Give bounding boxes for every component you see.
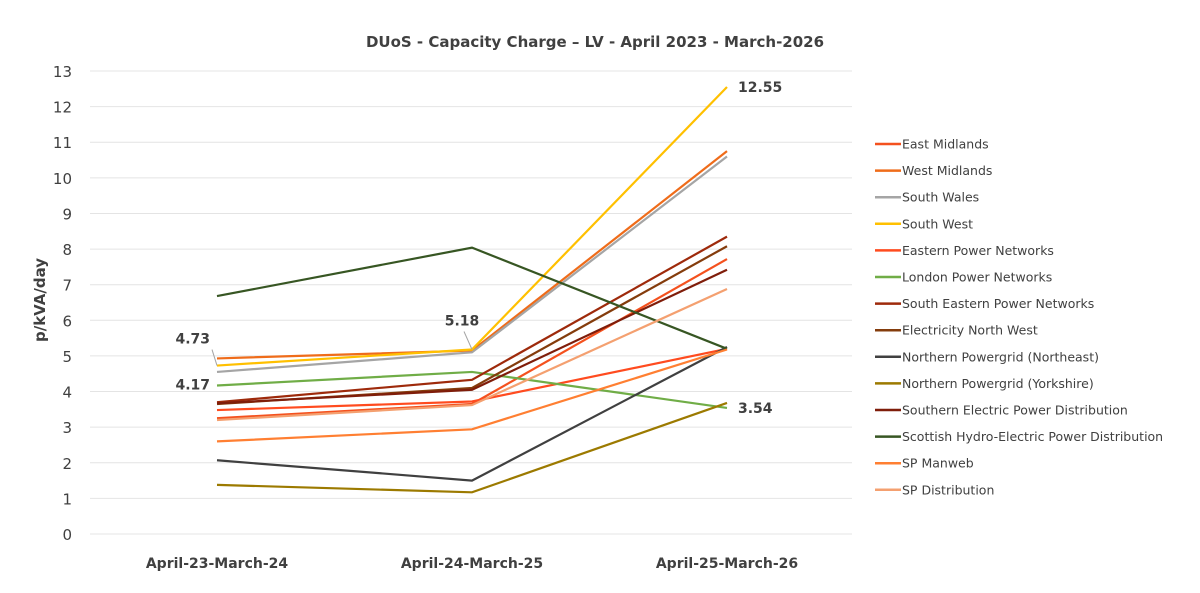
legend-label: West Midlands	[902, 163, 992, 178]
y-tick-label: 2	[62, 455, 72, 473]
series-line	[216, 347, 728, 412]
y-tick-label: 4	[62, 384, 72, 402]
legend-label: Southern Electric Power Distribution	[902, 403, 1128, 418]
legend-label: Northern Powergrid (Yorkshire)	[902, 376, 1094, 391]
series-line	[216, 258, 728, 420]
data-label: 4.17	[175, 377, 210, 393]
y-tick-label: 12	[53, 99, 72, 117]
data-label: 5.18	[445, 314, 480, 330]
leader-line	[211, 349, 218, 366]
y-tick-label: 5	[62, 348, 72, 366]
y-tick-label: 6	[62, 312, 72, 330]
legend-label: London Power Networks	[902, 270, 1052, 285]
y-tick-label: 9	[62, 205, 72, 223]
series-line	[216, 346, 728, 482]
legend-label: Scottish Hydro-Electric Power Distributi…	[902, 429, 1163, 444]
y-tick-label: 3	[62, 419, 72, 437]
x-tick-label: April-23-March-24	[146, 556, 289, 572]
y-tick-label: 13	[53, 63, 72, 81]
y-tick-label: 8	[62, 241, 72, 259]
legend-label: South Wales	[902, 190, 979, 205]
legend-label: East Midlands	[902, 137, 989, 152]
data-label: 4.73	[175, 332, 210, 348]
x-tick-label: April-25-March-26	[656, 556, 798, 572]
legend-label: South Eastern Power Networks	[902, 296, 1094, 311]
series-line	[216, 401, 728, 494]
series-line	[216, 370, 728, 410]
series-line	[216, 268, 728, 405]
legend-label: SP Distribution	[902, 482, 994, 497]
legend-label: Electricity North West	[902, 323, 1038, 338]
y-tick-label: 7	[62, 277, 72, 295]
data-label: 12.55	[738, 80, 782, 96]
series-line	[216, 155, 728, 374]
y-tick-label: 0	[62, 526, 72, 544]
legend-label: Northern Powergrid (Northeast)	[902, 349, 1099, 364]
y-tick-label: 1	[62, 490, 72, 508]
legend-label: South West	[902, 216, 973, 231]
legend-label: Eastern Power Networks	[902, 243, 1054, 258]
series-line	[216, 246, 728, 350]
series-line	[216, 348, 728, 443]
data-label: 3.54	[738, 401, 773, 417]
chart-title: DUoS - Capacity Charge – LV - April 2023…	[366, 33, 824, 51]
series-line	[216, 235, 728, 404]
leader-line	[463, 331, 473, 350]
x-tick-label: April-24-March-25	[401, 556, 543, 572]
series-line	[216, 287, 728, 422]
y-tick-label: 10	[53, 170, 72, 188]
y-axis-label: p/kVA/day	[31, 258, 49, 342]
legend-label: SP Manweb	[902, 456, 974, 471]
y-tick-label: 11	[53, 134, 72, 152]
